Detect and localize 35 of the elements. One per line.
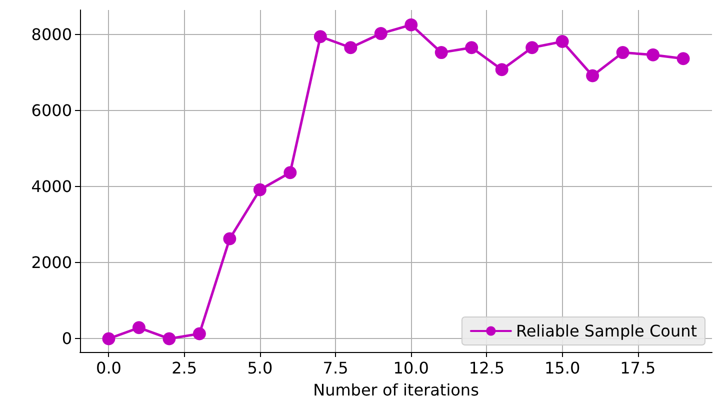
point bbox=[102, 332, 116, 346]
x-tick-label: 2.5 bbox=[172, 358, 198, 378]
x-tick-label: 17.5 bbox=[620, 358, 656, 378]
y-tick-label: 2000 bbox=[31, 253, 72, 272]
point bbox=[556, 35, 569, 48]
legend-label: Reliable Sample Count bbox=[516, 322, 697, 340]
x-tick-label: 5.0 bbox=[247, 358, 273, 378]
x-tick-label: 10.0 bbox=[393, 358, 429, 378]
point bbox=[192, 327, 206, 340]
point bbox=[465, 41, 478, 54]
point bbox=[404, 18, 418, 32]
point bbox=[434, 46, 448, 60]
y-tick-label: 8000 bbox=[31, 25, 72, 44]
x-tick-label: 15.0 bbox=[544, 358, 580, 378]
point bbox=[586, 69, 600, 82]
x-axis-title: Number of iterations bbox=[313, 380, 479, 400]
y-tick-label: 6000 bbox=[31, 101, 72, 120]
point bbox=[676, 52, 690, 66]
point bbox=[162, 332, 176, 346]
point bbox=[526, 41, 539, 54]
point bbox=[132, 321, 146, 334]
point bbox=[646, 48, 660, 62]
y-tick-label: 4000 bbox=[31, 177, 72, 196]
point bbox=[495, 63, 508, 76]
point bbox=[284, 166, 297, 180]
point bbox=[616, 46, 630, 60]
point bbox=[314, 30, 327, 44]
point bbox=[374, 27, 388, 40]
point bbox=[253, 183, 266, 196]
x-tick-label: 0.0 bbox=[96, 358, 122, 378]
point bbox=[344, 41, 358, 54]
x-tick-label: 7.5 bbox=[322, 358, 348, 378]
y-tick-label: 0 bbox=[62, 329, 72, 348]
x-tick-label: 12.5 bbox=[468, 358, 505, 378]
point bbox=[223, 232, 236, 246]
